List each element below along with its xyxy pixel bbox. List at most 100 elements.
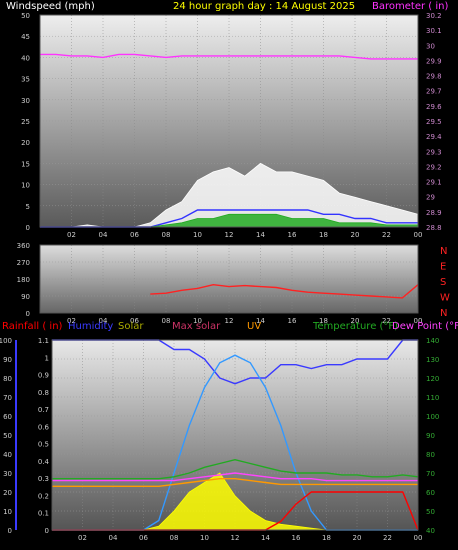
windspeed-label: Windspeed (mph): [6, 1, 95, 12]
rain-tick-label: 0.7: [38, 406, 49, 414]
y-tick-label: 40: [21, 54, 30, 62]
y-tick-label: 100: [0, 337, 12, 345]
humidity-label: Humidity: [68, 321, 113, 332]
uv-label: UV: [247, 321, 261, 332]
rain-tick-label: 0.1: [38, 510, 49, 518]
y-tick-label: 0: [8, 527, 12, 535]
y-right-tick-label: W: [440, 293, 450, 304]
temperature-label: Temperature (°F): [312, 321, 398, 332]
y-right-tick-label: 110: [426, 394, 439, 402]
x-tick-label: 08: [162, 317, 171, 325]
y-tick-label: 45: [21, 33, 30, 41]
dew-point-label: Dew Point (°F: [392, 321, 458, 332]
y-right-tick-label: 29.2: [426, 163, 442, 171]
y-right-tick-label: 120: [426, 375, 439, 383]
y-right-tick-label: 40: [426, 527, 435, 535]
x-tick-label: 02: [78, 534, 87, 542]
uv-series: [52, 478, 418, 487]
y-tick-label: 50: [3, 432, 12, 440]
x-tick-label: 16: [292, 534, 301, 542]
rain-tick-label: 0: [45, 527, 49, 535]
x-tick-label: 10: [200, 534, 209, 542]
y-right-tick-label: 140: [426, 337, 439, 345]
y-tick-label: 5: [26, 203, 30, 211]
x-tick-label: 12: [231, 534, 240, 542]
x-tick-label: 00: [414, 534, 423, 542]
max-solar-label: Max solar: [172, 321, 221, 332]
y-right-tick-label: 29.5: [426, 118, 442, 126]
y-tick-label: 360: [17, 242, 30, 250]
y-tick-label: 50: [21, 12, 30, 20]
x-tick-label: 20: [353, 534, 362, 542]
y-right-tick-label: 30: [426, 42, 435, 50]
climate-panel-axes: 02 04 06 08 10 12 14 16 18 20 22 000102030405060708…: [0, 337, 439, 542]
y-right-tick-label: 50: [426, 508, 435, 516]
y-right-tick-label: 28.8: [426, 224, 442, 232]
x-tick-label: 04: [99, 231, 108, 239]
y-tick-label: 40: [3, 451, 12, 459]
x-tick-label: 22: [383, 534, 392, 542]
y-tick-label: 0: [26, 310, 30, 318]
wind-panel-series: [40, 53, 419, 228]
wind-panel-axes: 02 04 06 08 10 12 14 16 18 20 22 000510152025303540…: [21, 12, 442, 239]
x-tick-label: 10: [193, 317, 202, 325]
chart-title: 24 hour graph day : 14 August 2025: [173, 1, 355, 12]
x-tick-label: 22: [382, 317, 391, 325]
y-right-tick-label: 30.1: [426, 27, 442, 35]
x-tick-label: 08: [170, 534, 179, 542]
y-right-tick-label: 80: [426, 451, 435, 459]
y-tick-label: 15: [21, 160, 30, 168]
y-tick-label: 25: [21, 118, 30, 126]
y-tick-label: 180: [17, 276, 30, 284]
wind_dir-series: [150, 283, 419, 299]
rain-tick-label: 1: [45, 354, 49, 362]
y-right-tick-label: S: [440, 277, 446, 288]
x-tick-label: 18: [322, 534, 331, 542]
x-tick-label: 12: [225, 317, 234, 325]
rain-tick-label: 0.3: [38, 475, 49, 483]
y-tick-label: 30: [21, 97, 30, 105]
solar-label: Solar: [118, 321, 144, 332]
x-tick-label: 00: [414, 231, 423, 239]
x-tick-label: 06: [130, 231, 139, 239]
y-right-tick-label: 29.9: [426, 57, 442, 65]
panel-frame: [51, 339, 419, 531]
y-right-tick-label: 29.8: [426, 73, 442, 81]
y-right-tick-label: 28.9: [426, 209, 442, 217]
temperature-series: [52, 458, 419, 480]
y-tick-label: 270: [17, 259, 30, 267]
y-tick-label: 20: [21, 139, 30, 147]
y-right-tick-label: 29.6: [426, 103, 442, 111]
direction-panel-series: [150, 283, 419, 299]
x-tick-label: 02: [67, 317, 76, 325]
x-tick-label: 20: [351, 317, 360, 325]
y-right-tick-label: 60: [426, 489, 435, 497]
x-tick-label: 20: [351, 231, 360, 239]
y-tick-label: 90: [3, 356, 12, 364]
y-right-tick-label: 29.3: [426, 148, 442, 156]
y-tick-label: 20: [3, 489, 12, 497]
x-tick-label: 18: [319, 317, 328, 325]
rain-tick-label: 0.9: [38, 372, 49, 380]
x-tick-label: 12: [225, 231, 234, 239]
x-tick-label: 16: [288, 231, 297, 239]
y-right-tick-label: 29: [426, 194, 435, 202]
y-right-tick-label: 70: [426, 470, 435, 478]
x-tick-label: 02: [67, 231, 76, 239]
x-tick-label: 16: [288, 317, 297, 325]
y-right-tick-label: 130: [426, 356, 439, 364]
panel-frame: [39, 14, 419, 228]
rain-tick-label: 0.8: [38, 389, 49, 397]
panel-frame: [39, 244, 419, 314]
rainfall-label: Rainfall ( in): [2, 321, 63, 332]
y-right-tick-label: 29.4: [426, 133, 442, 141]
y-tick-label: 30: [3, 470, 12, 478]
y-tick-label: 0: [26, 224, 30, 232]
rain-tick-label: 0.4: [38, 458, 50, 466]
x-tick-label: 04: [99, 317, 108, 325]
y-right-tick-label: N: [440, 246, 447, 257]
x-tick-label: 14: [256, 317, 265, 325]
x-tick-label: 06: [130, 317, 139, 325]
